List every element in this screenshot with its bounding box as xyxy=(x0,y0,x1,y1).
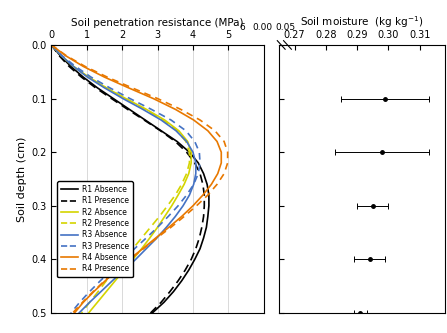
Legend: R1 Absence, R1 Presence, R2 Absence, R2 Presence, R3 Absence, R3 Presence, R4 Ab: R1 Absence, R1 Presence, R2 Absence, R2 … xyxy=(57,181,133,277)
Y-axis label: Soil depth (cm): Soil depth (cm) xyxy=(17,136,27,222)
X-axis label: Soil penetration resistance (MPa): Soil penetration resistance (MPa) xyxy=(72,18,244,28)
Text: 0.00: 0.00 xyxy=(252,23,272,32)
X-axis label: Soil moisture  (kg kg$^{-1}$): Soil moisture (kg kg$^{-1}$) xyxy=(300,14,423,30)
Text: 0.05: 0.05 xyxy=(275,23,295,32)
Text: 6: 6 xyxy=(240,23,245,32)
